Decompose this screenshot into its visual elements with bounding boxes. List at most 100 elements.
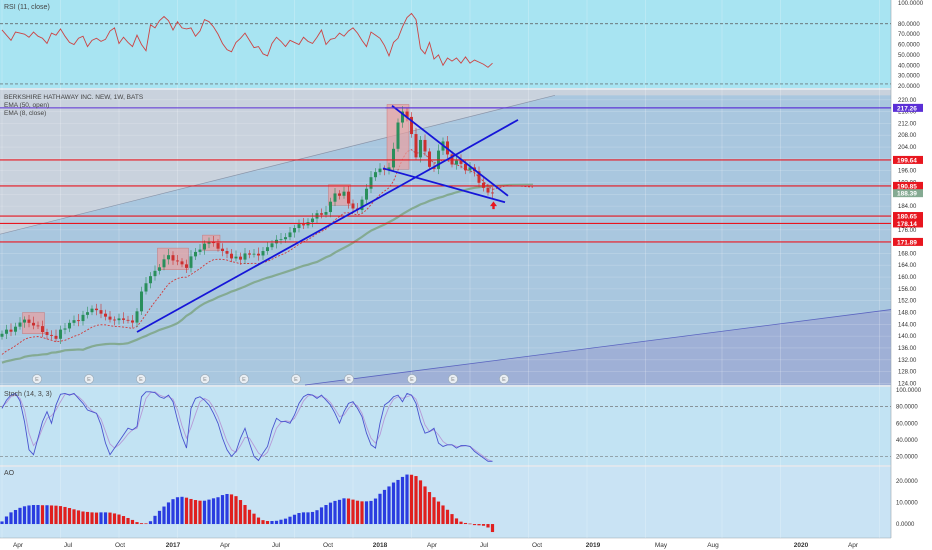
price-tick: 212.00 (898, 121, 917, 127)
rsi-tick: 80.0000 (898, 22, 920, 28)
candle-body (185, 264, 188, 268)
ao-bar (256, 517, 261, 525)
price-tick: 128.00 (898, 370, 917, 376)
candle-body (333, 193, 337, 202)
ao-bar (81, 511, 85, 525)
candle-body (369, 177, 373, 189)
candle-body (122, 318, 125, 320)
candle-body (455, 160, 458, 165)
ao-bar (108, 512, 112, 525)
time-tick: Aug (707, 542, 719, 549)
earnings-marker-label: E (451, 377, 455, 383)
last-price-tag (893, 189, 923, 198)
channel-lower-line (304, 309, 892, 386)
axis-labels: 100.0000 80.0000 70.0000 60.0000 50.0000 40.0… (13, 1, 924, 549)
ao-bar (126, 517, 130, 525)
candle-body (423, 139, 427, 152)
ao-bar (391, 482, 396, 525)
ao-panel[interactable] (0, 467, 891, 538)
ao-bar (103, 512, 108, 525)
ao-bar (198, 500, 202, 525)
candle-body (126, 319, 130, 321)
level-tag-label: 178.14 (897, 221, 917, 228)
candle-body (261, 251, 265, 256)
stoch-tick: 80.0000 (896, 405, 918, 411)
ao-bar (279, 519, 283, 525)
price-axis[interactable] (891, 0, 932, 538)
time-tick: 2020 (794, 542, 809, 549)
earnings-marker (448, 374, 458, 384)
ao-bar (90, 512, 94, 525)
candle-body (149, 276, 152, 284)
earnings-marker-label: E (347, 377, 351, 383)
ao-bar (216, 497, 220, 525)
rsi-divider (0, 88, 891, 90)
ao-bar (364, 501, 369, 525)
stoch-divider (0, 465, 891, 467)
ao-bar (477, 524, 481, 526)
ao-bar (310, 511, 315, 525)
stoch-panel[interactable] (0, 387, 891, 465)
ao-bar (472, 524, 477, 526)
earnings-marker (200, 374, 210, 384)
candle-body (257, 253, 260, 256)
candle-body (396, 122, 400, 149)
time-axis[interactable] (0, 538, 932, 550)
ao-bar (288, 516, 292, 525)
ao-bar (396, 479, 400, 525)
stoch-tick: 40.0000 (896, 438, 918, 444)
rsi-title: RSI (11, close) (4, 4, 50, 11)
price-title: BERKSHIRE HATHAWAY INC. NEW, 1W, BATS (4, 94, 144, 101)
ao-bar (67, 508, 72, 525)
candle-body (239, 256, 242, 260)
ao-bar (292, 514, 297, 525)
ao-bar (18, 507, 22, 525)
rsi-tick: 70.0000 (898, 32, 920, 38)
price-tick: 220.00 (898, 98, 917, 104)
ao-bar (261, 520, 265, 525)
candle-body (81, 314, 85, 322)
candle-body (311, 218, 314, 223)
earnings-marker (344, 374, 354, 384)
price-tick: 164.00 (898, 263, 917, 269)
candle-body (27, 319, 31, 323)
candle-body (113, 319, 116, 321)
candle-body (248, 253, 251, 255)
candle-body (378, 168, 382, 173)
price-tick: 204.00 (898, 145, 917, 151)
ao-bar (49, 505, 54, 525)
ao-bar (99, 512, 103, 525)
stoch-title: Stoch (14, 3, 3) (4, 391, 52, 398)
candle-body (203, 243, 206, 250)
ao-bar (418, 480, 423, 525)
price-tick: 124.00 (898, 381, 917, 387)
ao-bar (189, 498, 193, 525)
earnings-marker (291, 374, 301, 384)
stoch-k-line (1, 391, 493, 462)
candle-body (284, 237, 287, 240)
up-arrow-annotation (490, 201, 497, 210)
ao-bar (378, 493, 382, 525)
candle-body (162, 259, 166, 268)
ao-bar (238, 500, 243, 525)
candle-body (59, 329, 62, 339)
level-tag (893, 155, 923, 164)
ao-bar (220, 495, 225, 525)
level-tag-label: 199.64 (897, 157, 917, 164)
ao-bar (355, 500, 360, 525)
price-tick: 136.00 (898, 346, 917, 352)
earnings-marker (239, 374, 249, 384)
ao-bar (76, 510, 81, 525)
candle-body (401, 111, 404, 123)
ema50-line (1, 184, 493, 364)
candle-body (108, 316, 112, 320)
price-divider (0, 385, 891, 387)
time-tick: 2017 (166, 542, 181, 549)
stoch-tick: 20.0000 (896, 454, 918, 460)
trend-line (136, 184, 403, 333)
ao-bar (400, 476, 405, 525)
rsi-panel[interactable] (0, 0, 891, 88)
candle-body (63, 328, 67, 330)
earnings-marker (32, 374, 42, 384)
